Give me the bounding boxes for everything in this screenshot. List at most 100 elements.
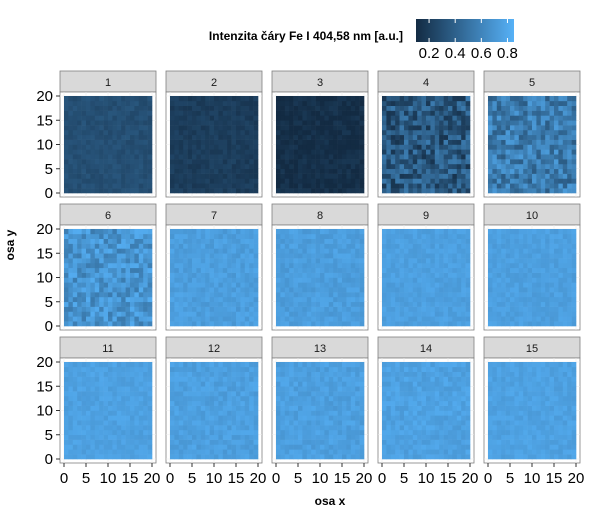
heatmap-cell	[465, 154, 471, 160]
heatmap-cell	[218, 129, 224, 136]
heatmap-cell	[134, 253, 140, 259]
heatmap-cell	[68, 362, 74, 368]
heatmap-cell	[439, 253, 444, 259]
heatmap-cell	[523, 267, 528, 273]
heatmap-cell	[90, 238, 96, 244]
heatmap-cell	[549, 134, 555, 140]
heatmap-cell	[412, 100, 418, 106]
heatmap-cell	[112, 154, 118, 160]
heatmap-cell	[540, 154, 546, 160]
heatmap-cell	[81, 415, 87, 421]
heatmap-cell	[540, 316, 546, 322]
heatmap-cell	[346, 129, 352, 136]
heatmap-cell	[253, 371, 259, 377]
heatmap-cell	[540, 238, 546, 244]
heatmap-cell	[108, 316, 113, 322]
heatmap-cell	[86, 125, 91, 131]
heatmap-cell	[456, 154, 462, 160]
heatmap-cell	[125, 425, 131, 431]
heatmap-cell	[240, 100, 246, 106]
heatmap-cell	[350, 139, 356, 145]
heatmap-cell	[196, 376, 202, 382]
heatmap-cell	[240, 292, 246, 298]
heatmap-cell	[86, 371, 91, 377]
heatmap-cell	[99, 306, 104, 312]
heatmap-cell	[571, 253, 577, 259]
heatmap-cell	[311, 267, 316, 273]
heatmap-cell	[404, 149, 409, 155]
heatmap-cell	[178, 120, 184, 126]
heatmap-cell	[187, 420, 193, 426]
heatmap-cell	[170, 129, 175, 136]
heatmap-cell	[311, 287, 316, 293]
heatmap-cell	[456, 267, 462, 273]
heatmap-cell	[231, 415, 237, 421]
heatmap-cell	[492, 173, 498, 179]
heatmap-cell	[103, 381, 109, 387]
heatmap-cell	[558, 238, 564, 244]
heatmap-cell	[452, 316, 458, 322]
heatmap-cell	[359, 173, 365, 179]
heatmap-cell	[183, 301, 188, 307]
heatmap-cell	[505, 321, 511, 327]
heatmap-cell	[138, 115, 144, 121]
heatmap-cell	[227, 439, 232, 445]
heatmap-cell	[333, 316, 338, 322]
heatmap-cell	[333, 311, 338, 317]
heatmap-cell	[558, 301, 564, 307]
heatmap-cell	[112, 159, 118, 165]
heatmap-cell	[99, 410, 104, 416]
heatmap-cell	[231, 296, 237, 303]
heatmap-cell	[125, 149, 131, 155]
heatmap-cell	[465, 163, 471, 170]
heatmap-cell	[143, 449, 148, 455]
heatmap-cell	[293, 100, 299, 106]
heatmap-cell	[99, 321, 104, 327]
heatmap-cell	[192, 125, 197, 131]
heatmap-cell	[249, 125, 254, 131]
heatmap-cell	[178, 105, 184, 111]
heatmap-cell	[218, 376, 224, 382]
heatmap-cell	[289, 188, 294, 194]
heatmap-cell	[523, 229, 528, 235]
heatmap-cell	[236, 120, 241, 126]
heatmap-cell	[324, 238, 330, 244]
heatmap-cell	[439, 316, 444, 322]
heatmap-cell	[514, 149, 520, 155]
heatmap-cell	[311, 306, 316, 312]
heatmap-cell	[103, 115, 109, 121]
heatmap-cell	[68, 292, 74, 298]
heatmap-cell	[236, 134, 241, 140]
heatmap-cell	[134, 362, 140, 368]
heatmap-cell	[218, 173, 224, 179]
heatmap-cell	[121, 277, 126, 283]
heatmap-cell	[138, 277, 144, 283]
heatmap-cell	[510, 321, 515, 327]
heatmap-cell	[121, 415, 126, 421]
heatmap-cell	[488, 105, 493, 111]
heatmap-cell	[540, 139, 546, 145]
heatmap-cell	[222, 425, 228, 431]
heatmap-cell	[488, 125, 493, 131]
heatmap-cell	[430, 292, 436, 298]
heatmap-cell	[492, 233, 498, 239]
heatmap-cell	[236, 429, 241, 436]
heatmap-cell	[138, 449, 144, 455]
heatmap-cell	[488, 243, 493, 249]
heatmap-cell	[439, 287, 444, 293]
heatmap-cell	[72, 96, 78, 102]
facet-label: 7	[211, 210, 217, 222]
heatmap-cell	[545, 233, 550, 239]
heatmap-cell	[174, 233, 180, 239]
heatmap-cell	[214, 454, 219, 460]
heatmap-cell	[518, 262, 524, 269]
heatmap-cell	[328, 282, 334, 288]
heatmap-cell	[170, 267, 175, 273]
heatmap-cell	[289, 258, 294, 264]
heatmap-cell	[386, 188, 392, 194]
heatmap-cell	[492, 306, 498, 312]
heatmap-cell	[143, 262, 148, 269]
heatmap-cell	[231, 229, 237, 235]
heatmap-cell	[562, 159, 568, 165]
heatmap-cell	[240, 277, 246, 283]
